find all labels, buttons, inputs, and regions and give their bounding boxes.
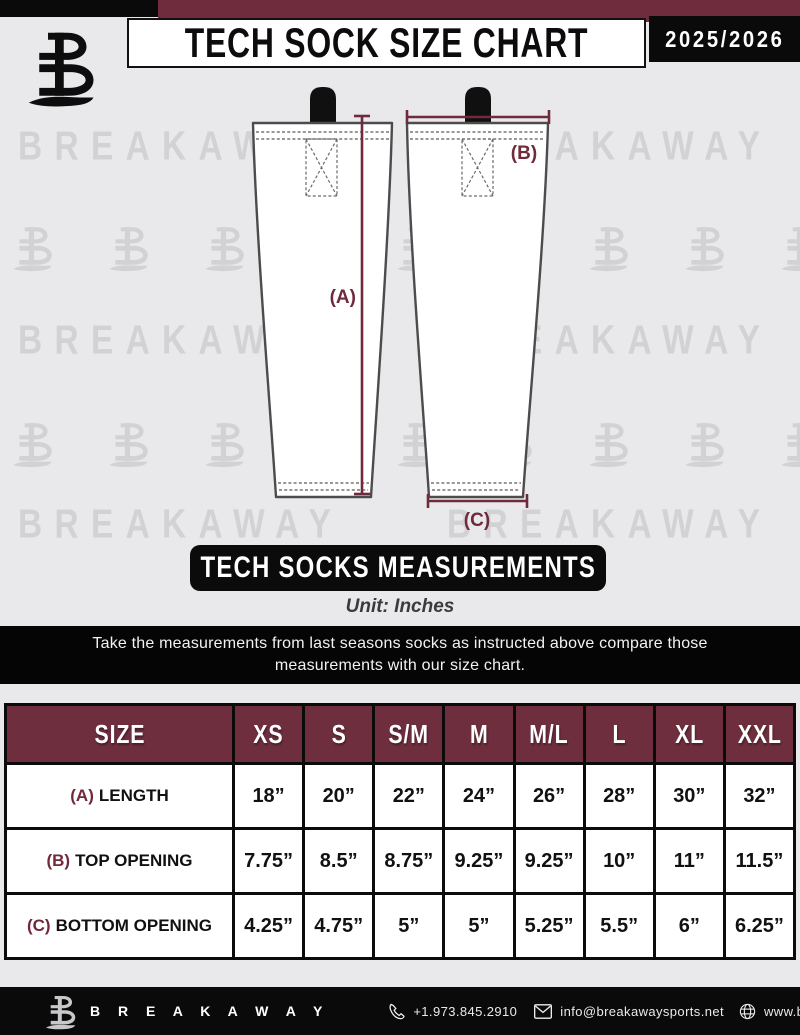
measurement-label-c: (C) bbox=[464, 510, 490, 531]
watermark-text-row: BREAKAWAY BREAKAWAY bbox=[18, 502, 772, 548]
table-cell: 7.75” bbox=[235, 830, 303, 892]
instruction-bar: Take the measurements from last seasons … bbox=[0, 626, 800, 684]
footer-email-address: info@breakawaysports.net bbox=[560, 1003, 724, 1019]
footer-website[interactable]: www.breakawaysports.net bbox=[738, 1002, 800, 1021]
table-cell: 9.25” bbox=[445, 830, 513, 892]
table-cell: 6.25” bbox=[725, 895, 793, 957]
column-header-xxl: XXL bbox=[725, 706, 793, 762]
column-header-ml: M/L bbox=[515, 706, 583, 762]
footer-brand-wordmark: B R E A K A W A Y bbox=[90, 1003, 330, 1019]
table-cell: 6” bbox=[655, 895, 723, 957]
watermark-wordmark: BREAKAWAY bbox=[447, 502, 773, 548]
brand-b-logo-icon bbox=[44, 992, 78, 1030]
footer-phone-number: +1.973.845.2910 bbox=[413, 1003, 518, 1019]
sock-front-diagram: (A) bbox=[251, 87, 394, 499]
column-header-xs: XS bbox=[235, 706, 303, 762]
measurement-label-b: (B) bbox=[511, 143, 537, 164]
sock-outline bbox=[251, 121, 394, 499]
table-cell: 5.25” bbox=[515, 895, 583, 957]
email-icon bbox=[534, 1003, 553, 1019]
header-black-block bbox=[0, 0, 158, 17]
footer-phone[interactable]: +1.973.845.2910 bbox=[387, 1002, 517, 1021]
sock-back-diagram: (B) (C) bbox=[405, 87, 551, 531]
table-cell: 11.5” bbox=[725, 830, 793, 892]
sock-outline bbox=[405, 121, 550, 499]
measurement-line-a bbox=[354, 114, 370, 496]
instruction-line-1: Take the measurements from last seasons … bbox=[92, 635, 708, 652]
footer-email[interactable]: info@breakawaysports.net bbox=[533, 1003, 724, 1020]
table-cell: 8.75” bbox=[375, 830, 443, 892]
table-cell: 8.5” bbox=[305, 830, 373, 892]
brand-b-logo-icon bbox=[24, 24, 100, 108]
column-header-m: M bbox=[445, 706, 513, 762]
measurement-label-a: (A) bbox=[330, 287, 356, 308]
measurements-banner-label: TECH SOCKS MEASUREMENTS bbox=[200, 551, 596, 584]
table-cell: 10” bbox=[585, 830, 653, 892]
globe-icon bbox=[739, 1003, 756, 1019]
footer-website-url: www.breakawaysports.net bbox=[764, 1003, 800, 1019]
measurement-line-c bbox=[426, 494, 529, 508]
measurements-banner: TECH SOCKS MEASUREMENTS bbox=[190, 545, 606, 591]
instruction-line-2: measurements with our size chart. bbox=[274, 657, 526, 674]
table-cell: 22” bbox=[375, 765, 443, 827]
table-cell: 5” bbox=[375, 895, 443, 957]
column-header-xl: XL bbox=[655, 706, 723, 762]
page-title: TECH SOCK SIZE CHART bbox=[184, 19, 589, 66]
sock-measurement-diagram: (A) (B) bbox=[251, 87, 551, 531]
table-cell: 11” bbox=[655, 830, 723, 892]
unit-note: Unit: Inches bbox=[345, 596, 455, 617]
column-header-l: L bbox=[585, 706, 653, 762]
row-label-bottom-opening: (C) BOTTOM OPENING bbox=[7, 895, 232, 957]
sock-hanger-tab bbox=[310, 87, 336, 125]
footer-bar: B R E A K A W A Y +1.973.845.2910 info@b… bbox=[0, 987, 800, 1035]
table-cell: 4.25” bbox=[235, 895, 303, 957]
table-cell: 32” bbox=[725, 765, 793, 827]
phone-icon bbox=[389, 1003, 405, 1019]
table-cell: 28” bbox=[585, 765, 653, 827]
size-chart-table: SIZE XS S S/M M M/L L XL XXL (A) LENGTH 1… bbox=[4, 703, 796, 960]
sock-hanger-tab bbox=[465, 87, 491, 125]
table-cell: 5.5” bbox=[585, 895, 653, 957]
row-label-top-opening: (B) TOP OPENING bbox=[7, 830, 232, 892]
stitch-box bbox=[461, 138, 494, 197]
page-title-box: TECH SOCK SIZE CHART bbox=[127, 18, 646, 68]
column-header-s: S bbox=[305, 706, 373, 762]
header-maroon-bar bbox=[158, 0, 800, 22]
measurement-line-b bbox=[405, 110, 551, 124]
table-cell: 24” bbox=[445, 765, 513, 827]
table-cell: 4.75” bbox=[305, 895, 373, 957]
column-header-sm: S/M bbox=[375, 706, 443, 762]
table-cell: 30” bbox=[655, 765, 723, 827]
stitch-box bbox=[305, 138, 338, 197]
table-cell: 18” bbox=[235, 765, 303, 827]
column-header-size: SIZE bbox=[7, 706, 232, 762]
table-cell: 5” bbox=[445, 895, 513, 957]
watermark-wordmark: BREAKAWAY bbox=[18, 502, 344, 548]
table-cell: 20” bbox=[305, 765, 373, 827]
table-cell: 9.25” bbox=[515, 830, 583, 892]
season-label: 2025/2026 bbox=[664, 25, 785, 52]
season-badge: 2025/2026 bbox=[649, 16, 800, 62]
table-cell: 26” bbox=[515, 765, 583, 827]
row-label-length: (A) LENGTH bbox=[7, 765, 232, 827]
